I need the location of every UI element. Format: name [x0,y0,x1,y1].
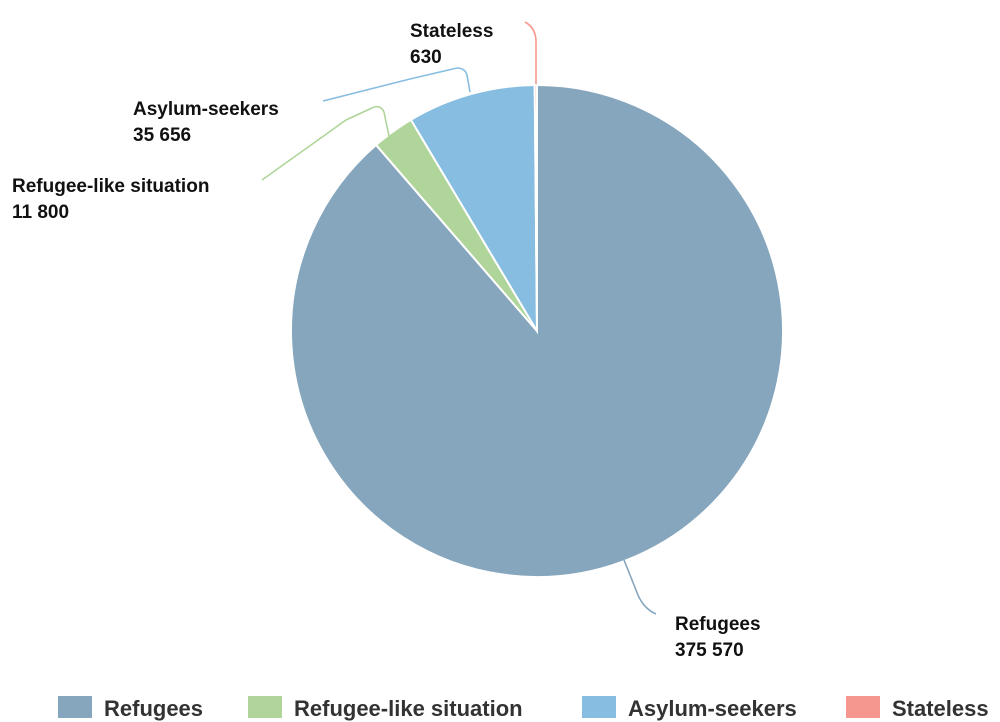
leader-line-asylum-seekers [322,67,471,102]
legend-swatch-refugees [58,696,92,718]
legend-item-refugee-like-situation[interactable]: Refugee-like situation [248,696,523,721]
legend: Refugees Refugee-like situation Asylum-see… [58,696,989,721]
leader-line-refugees [623,559,657,615]
pie-slice-asylum-seekers[interactable] [409,84,539,335]
label-leader-lines [261,21,657,615]
slice-label-refugee-like-situation: Refugee-like situation [12,176,209,197]
slice-label-stateless: Stateless [410,21,493,42]
slice-label-asylum-seekers: Asylum-seekers [133,99,279,120]
pie-slice-stateless[interactable] [533,83,538,332]
legend-label-stateless: Stateless [892,696,989,721]
leader-line-refugee-like-situation [261,105,390,181]
slice-value-refugees: 375 570 [675,640,744,661]
slice-labels: Refugees 375 570 Refugee-like situation 11 … [12,21,761,661]
legend-swatch-asylum-seekers [582,696,616,718]
slice-value-stateless: 630 [410,47,442,68]
legend-item-asylum-seekers[interactable]: Asylum-seekers [582,696,797,721]
legend-swatch-stateless [846,696,880,718]
legend-label-asylum-seekers: Asylum-seekers [628,696,797,721]
legend-label-refugees: Refugees [104,696,203,721]
pie-slices [290,83,784,578]
legend-item-stateless[interactable]: Stateless [846,696,989,721]
slice-value-asylum-seekers: 35 656 [133,125,191,146]
legend-swatch-refugee-like-situation [248,696,282,718]
slice-label-refugees: Refugees [675,614,761,635]
leader-line-stateless [524,21,537,84]
legend-label-refugee-like-situation: Refugee-like situation [294,696,523,721]
slice-value-refugee-like-situation: 11 800 [12,202,69,223]
legend-item-refugees[interactable]: Refugees [58,696,203,721]
